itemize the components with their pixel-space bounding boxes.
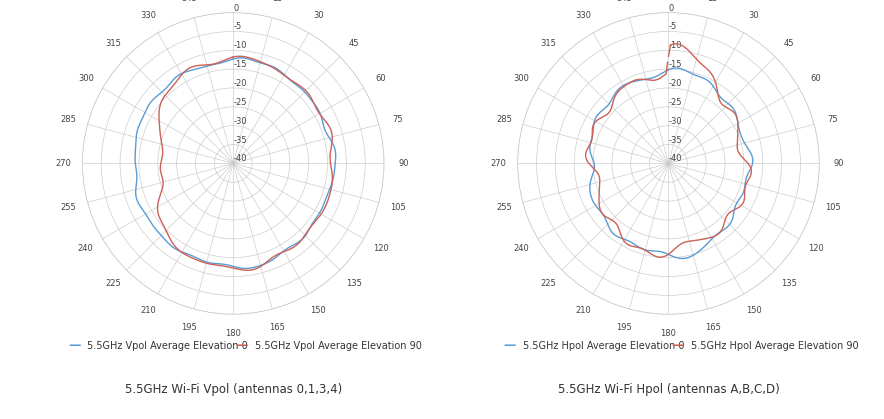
Text: —: — [236,339,248,352]
Text: 5.5GHz Wi-Fi Hpol (antennas A,B,C,D): 5.5GHz Wi-Fi Hpol (antennas A,B,C,D) [558,383,780,396]
Text: 5.5GHz Vpol Average Elevation 90: 5.5GHz Vpol Average Elevation 90 [255,341,423,351]
Text: 5.5GHz Hpol Average Elevation 90: 5.5GHz Hpol Average Elevation 90 [690,341,858,351]
Text: 5.5GHz Hpol Average Elevation 0: 5.5GHz Hpol Average Elevation 0 [522,341,684,351]
Text: 5.5GHz Vpol Average Elevation 0: 5.5GHz Vpol Average Elevation 0 [88,341,248,351]
Text: —: — [671,339,683,352]
Text: 5.5GHz Wi-Fi Vpol (antennas 0,1,3,4): 5.5GHz Wi-Fi Vpol (antennas 0,1,3,4) [125,383,342,396]
Text: —: — [68,339,80,352]
Text: —: — [503,339,515,352]
